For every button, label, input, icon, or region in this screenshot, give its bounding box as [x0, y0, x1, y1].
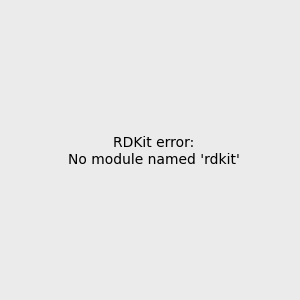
Text: RDKit error:
No module named 'rdkit': RDKit error: No module named 'rdkit': [68, 136, 240, 166]
